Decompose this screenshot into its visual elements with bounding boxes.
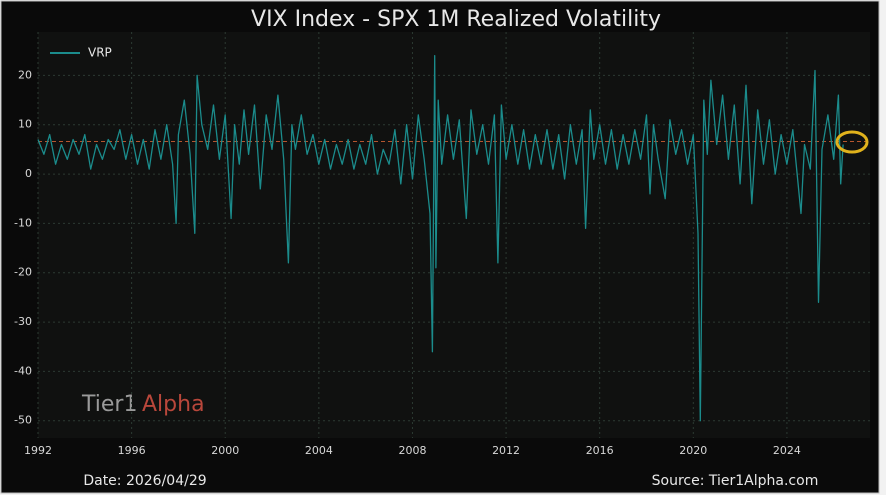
y-tick-label: 10 — [18, 118, 32, 131]
y-tick-label: 20 — [18, 68, 32, 81]
highlight-ellipse — [835, 130, 869, 154]
marks — [37, 55, 870, 422]
x-tick-label: 2008 — [398, 444, 426, 457]
y-tick-label: 0 — [25, 167, 32, 180]
footer-source: Source: Tier1Alpha.com — [652, 473, 819, 489]
x-tick-label: 2004 — [305, 444, 333, 457]
watermark-alpha: Alpha — [142, 392, 205, 417]
x-tick-label: 2000 — [211, 444, 239, 457]
plot-area — [38, 32, 870, 438]
x-tick-label: 1996 — [118, 444, 146, 457]
y-tick-label: -10 — [14, 216, 32, 229]
legend-label: VRP — [88, 46, 112, 60]
y-tick-label: -20 — [14, 266, 32, 279]
x-tick-label: 2012 — [492, 444, 520, 457]
x-tick-label: 2016 — [586, 444, 614, 457]
grid: -50 -40 -30 -20 -10 0 10 20 1992 1996 2000 2004 2008… — [14, 32, 870, 457]
series-line — [37, 55, 844, 422]
y-tick-label: -30 — [14, 315, 32, 328]
x-tick-label: 2020 — [679, 444, 707, 457]
watermark-tier1: Tier1 — [81, 392, 137, 417]
chart-title: VIX Index - SPX 1M Realized Volatility — [251, 7, 661, 32]
footer-date: Date: 2026/04/29 — [83, 473, 206, 489]
y-tick-label: -40 — [14, 364, 32, 377]
x-tick-label: 2024 — [773, 444, 801, 457]
x-tick-label: 1992 — [24, 444, 52, 457]
y-tick-label: -50 — [14, 414, 32, 427]
